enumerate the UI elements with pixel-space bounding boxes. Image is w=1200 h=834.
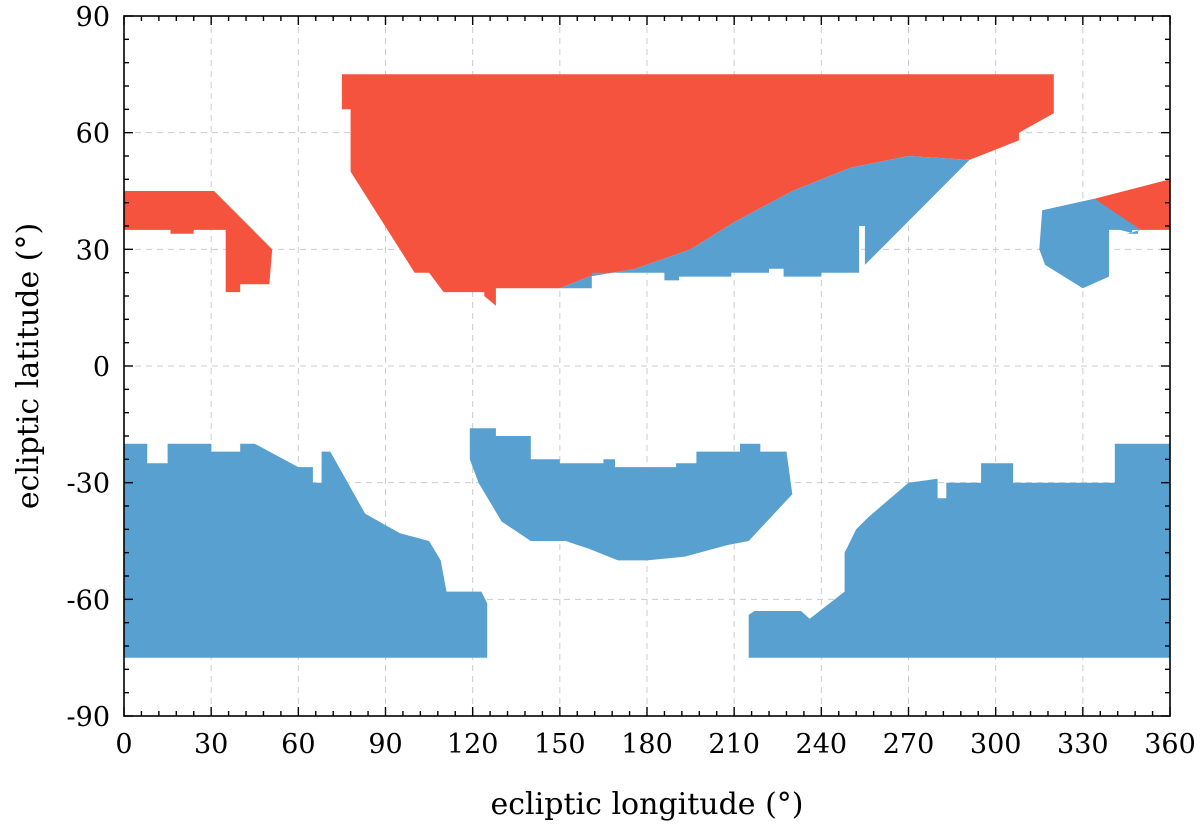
x-tick-label: 240 — [796, 729, 848, 760]
axis-ticks — [123, 15, 1171, 717]
blue-region — [469, 428, 793, 561]
x-tick-label: 300 — [970, 729, 1022, 760]
y-tick-label: 60 — [76, 119, 110, 150]
red-region — [124, 179, 273, 293]
blue-region — [124, 443, 488, 658]
x-axis-label: ecliptic longitude (°) — [491, 787, 804, 822]
y-axis-label: ecliptic latitude (°) — [11, 223, 46, 509]
blue-region — [748, 443, 1170, 658]
y-tick-label: -30 — [67, 469, 110, 500]
y-tick-label: -60 — [67, 585, 110, 616]
x-tick-label: 0 — [115, 729, 132, 760]
blue-region — [559, 156, 970, 289]
y-tick-label: 90 — [76, 2, 110, 33]
x-tick-label: 360 — [1144, 729, 1196, 760]
x-tick-label: 30 — [194, 729, 228, 760]
x-tick-label: 150 — [534, 729, 586, 760]
x-tick-label: 270 — [883, 729, 935, 760]
x-tick-label: 330 — [1057, 729, 1109, 760]
tick-labels: 0 30 60 90 120 150 180 210 240 270 300 330 360-90-60… — [67, 2, 1196, 760]
x-tick-label: 90 — [368, 729, 402, 760]
x-tick-label: 180 — [621, 729, 673, 760]
y-tick-label: 30 — [76, 235, 110, 266]
x-tick-label: 210 — [708, 729, 760, 760]
red-region — [341, 74, 1054, 306]
red-region — [1094, 179, 1170, 230]
x-tick-label: 60 — [281, 729, 315, 760]
y-tick-label: -90 — [67, 702, 110, 733]
visibility-regions — [124, 74, 1170, 658]
x-tick-label: 120 — [447, 729, 499, 760]
blue-region — [1039, 198, 1141, 289]
y-tick-label: 0 — [93, 352, 110, 383]
